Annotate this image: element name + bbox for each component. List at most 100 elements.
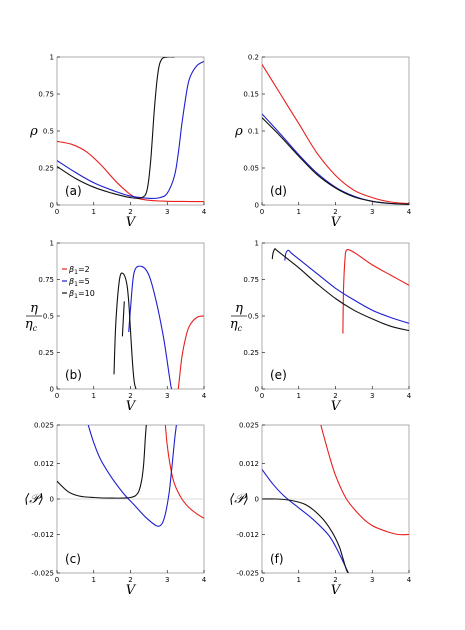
y-tick-label: -0.025 bbox=[236, 570, 259, 578]
y-tick-label: 1 bbox=[255, 240, 259, 248]
y-tick-label: -0.012 bbox=[31, 531, 54, 539]
y-axis-label: ρ bbox=[234, 124, 243, 139]
series-group bbox=[57, 57, 204, 203]
x-tick-label: 2 bbox=[333, 392, 337, 400]
x-tick-label: 1 bbox=[297, 576, 301, 584]
x-tick-label: 4 bbox=[407, 576, 412, 584]
x-tick-label: 2 bbox=[128, 576, 132, 584]
x-axis-label: V bbox=[331, 583, 342, 598]
x-tick-label: 3 bbox=[165, 576, 169, 584]
y-tick-label: 0 bbox=[255, 202, 259, 210]
series-line-beta2 bbox=[320, 425, 409, 536]
x-tick-label: 3 bbox=[370, 208, 374, 216]
series-line-beta2 bbox=[262, 64, 409, 205]
x-axis-label: V bbox=[126, 583, 137, 598]
x-tick-label: 1 bbox=[297, 392, 301, 400]
series-line-beta2 bbox=[164, 425, 204, 519]
x-tick-label: 1 bbox=[92, 392, 96, 400]
series-line-beta2 bbox=[177, 315, 204, 389]
panel-label: (d) bbox=[270, 184, 287, 198]
x-tick-label: 4 bbox=[202, 392, 207, 400]
x-axis-label: V bbox=[126, 399, 137, 414]
y-tick-label: 0.025 bbox=[34, 422, 54, 430]
y-tick-label: 0 bbox=[255, 386, 259, 394]
y-tick-label: 0.012 bbox=[34, 460, 54, 468]
y-axis-label-numerator: η bbox=[30, 301, 38, 316]
plot-frame bbox=[261, 56, 410, 206]
x-tick-label: 0 bbox=[260, 576, 264, 584]
series-group bbox=[57, 425, 204, 527]
y-tick-label: 0.25 bbox=[243, 349, 259, 357]
legend-label-beta10: β1=10 bbox=[68, 289, 95, 300]
x-tick-label: 0 bbox=[260, 208, 264, 216]
x-tick-label: 0 bbox=[260, 392, 264, 400]
legend-label-beta2: β1=2 bbox=[68, 265, 90, 276]
x-tick-label: 1 bbox=[92, 208, 96, 216]
x-tick-label: 0 bbox=[55, 576, 59, 584]
y-tick-label: 1 bbox=[50, 240, 54, 248]
panels-group: 0 1 2 3 4 0 0.25 0.5 0.75 1 Vρ (a) 0 1 2 3 4 0 0.05 0.1 0.15… bbox=[24, 54, 412, 599]
y-tick-label: 0.5 bbox=[43, 128, 54, 136]
x-tick-label: 0 bbox=[55, 392, 59, 400]
x-tick-label: 4 bbox=[407, 392, 412, 400]
panel-label: (e) bbox=[270, 368, 287, 382]
x-axis-label: V bbox=[331, 399, 342, 414]
series-line-beta10 bbox=[57, 57, 175, 199]
y-tick-label: 0 bbox=[50, 496, 54, 504]
y-tick-label: 0.15 bbox=[243, 91, 259, 99]
y-tick-label: 0.75 bbox=[243, 276, 259, 284]
series-line-beta5 bbox=[284, 249, 409, 324]
x-axis-label: V bbox=[126, 215, 137, 230]
y-tick-label: 1 bbox=[50, 54, 54, 62]
y-tick-label: 0.05 bbox=[243, 165, 259, 173]
panel-label: (c) bbox=[65, 552, 81, 566]
series-group bbox=[262, 425, 409, 573]
series-line-beta5 bbox=[128, 265, 173, 389]
y-tick-label: 0.75 bbox=[38, 91, 54, 99]
series-line-beta10 bbox=[262, 117, 409, 205]
x-axis-label: V bbox=[331, 215, 342, 230]
y-axis-label: ⟨𝒫⟩ bbox=[24, 492, 44, 507]
panel-f: 0 1 2 3 4 -0.025 -0.012 0 0.012 0.025 V ⟨𝒫⟩ (f) bbox=[229, 422, 412, 599]
panel-label: (f) bbox=[270, 552, 284, 566]
y-tick-label: 0.75 bbox=[38, 276, 54, 284]
y-axis-label-denominator: ηc bbox=[230, 317, 243, 333]
panel-a: 0 1 2 3 4 0 0.25 0.5 0.75 1 Vρ (a) bbox=[29, 54, 207, 231]
series-line-beta5 bbox=[87, 425, 177, 527]
x-tick-label: 3 bbox=[165, 392, 169, 400]
y-tick-label: -0.012 bbox=[236, 531, 259, 539]
x-tick-label: 2 bbox=[333, 576, 337, 584]
y-axis-label-denominator: ηc bbox=[25, 317, 38, 333]
x-tick-label: 0 bbox=[55, 208, 59, 216]
series-segment-beta10 bbox=[121, 301, 125, 337]
x-tick-label: 4 bbox=[407, 208, 412, 216]
y-axis-label: ρ bbox=[29, 124, 38, 139]
x-tick-label: 4 bbox=[202, 208, 207, 216]
y-tick-label: 0.2 bbox=[248, 54, 259, 62]
x-tick-label: 2 bbox=[128, 392, 132, 400]
panel-label: (a) bbox=[65, 184, 82, 198]
series-line-beta10 bbox=[262, 498, 349, 573]
legend-label-beta5: β1=5 bbox=[68, 277, 90, 288]
y-tick-label: 0.5 bbox=[248, 313, 259, 321]
plot-frame bbox=[56, 56, 205, 206]
y-tick-label: 0 bbox=[50, 202, 54, 210]
y-tick-label: 0.012 bbox=[239, 460, 259, 468]
y-tick-label: 0.025 bbox=[239, 422, 259, 430]
y-axis-label: ⟨𝒫⟩ bbox=[229, 492, 249, 507]
series-line-beta5 bbox=[57, 60, 204, 199]
legend: β1=2β1=5β1=10 bbox=[62, 265, 95, 300]
x-tick-label: 1 bbox=[297, 208, 301, 216]
y-tick-label: 0.1 bbox=[248, 128, 259, 136]
y-tick-label: 0 bbox=[255, 496, 259, 504]
series-line-beta2 bbox=[342, 249, 409, 334]
x-tick-label: 2 bbox=[128, 208, 132, 216]
panel-d: 0 1 2 3 4 0 0.05 0.1 0.15 0.2 Vρ (d) bbox=[234, 54, 412, 231]
x-tick-label: 3 bbox=[370, 576, 374, 584]
x-tick-label: 2 bbox=[333, 208, 337, 216]
x-tick-label: 3 bbox=[165, 208, 169, 216]
y-tick-label: 0.25 bbox=[38, 165, 54, 173]
